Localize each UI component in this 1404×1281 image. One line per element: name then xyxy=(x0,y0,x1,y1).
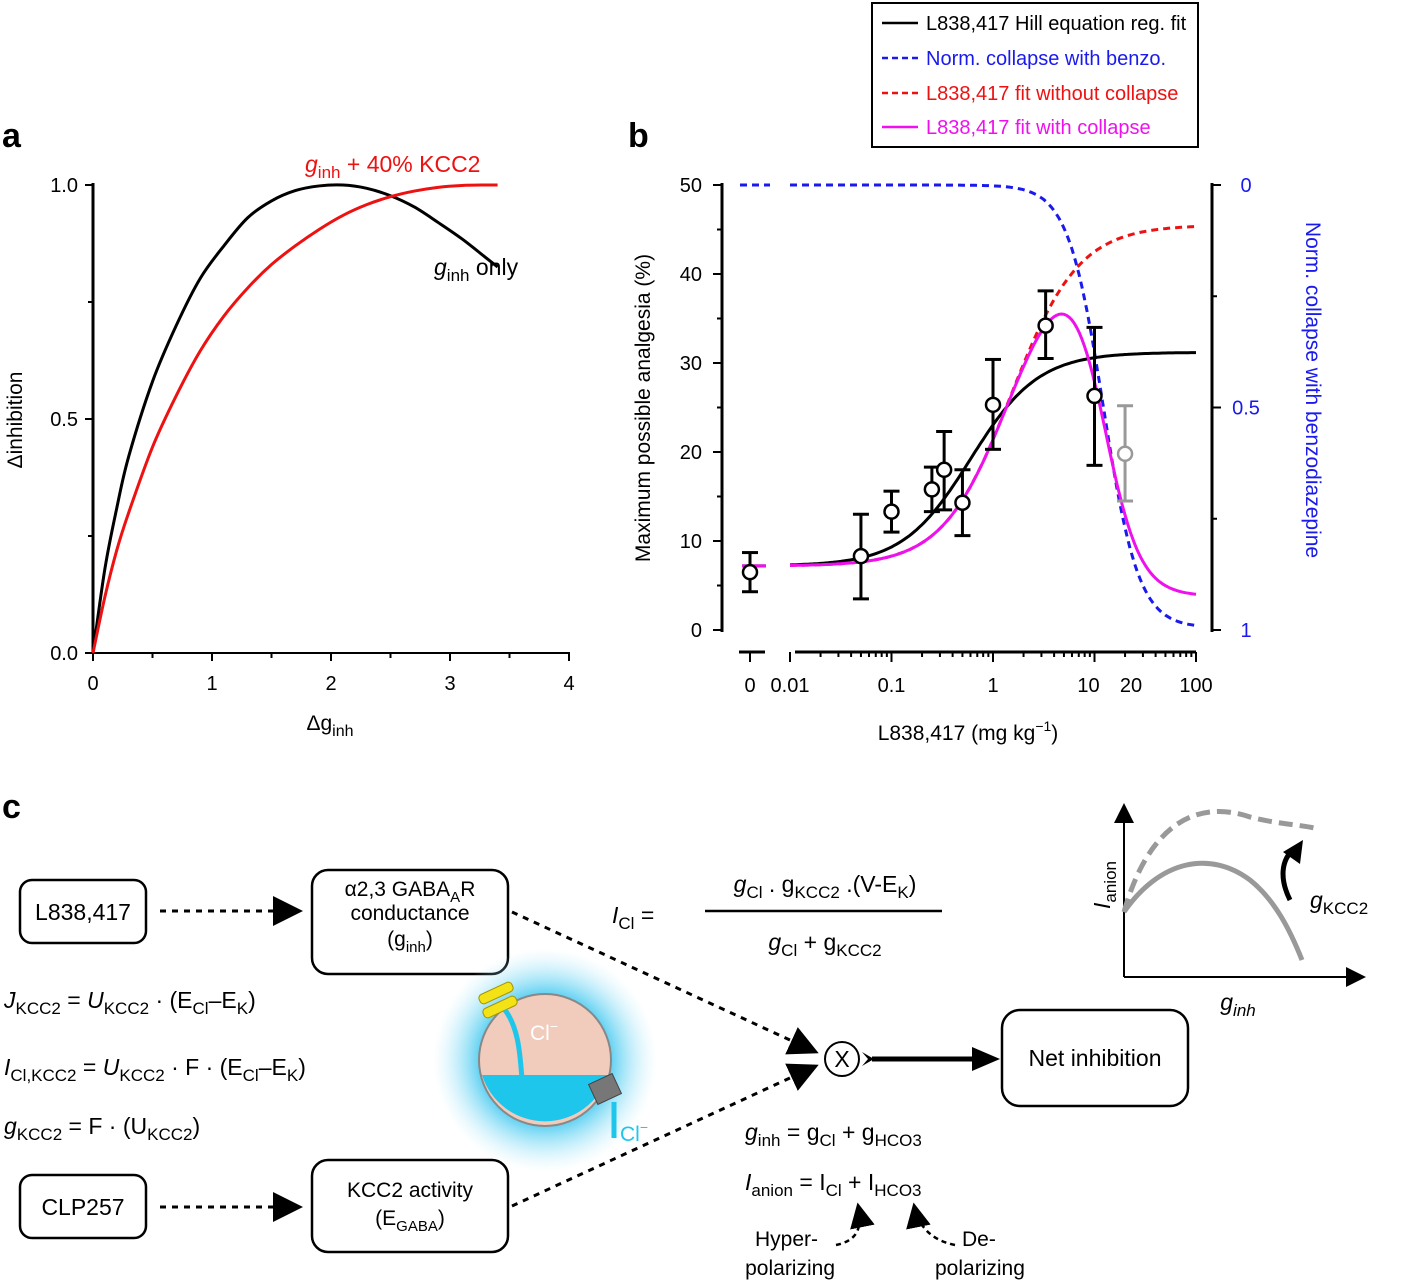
x-tick-label-3: 1 xyxy=(987,675,998,697)
eq-icl-kcc2: ICl,KCC2 = UKCC2 · F · (ECl–EK) xyxy=(4,1054,306,1085)
box-clp257-text: CLP257 xyxy=(41,1194,124,1220)
legend-label-with: L838,417 fit with collapse xyxy=(926,117,1151,139)
x-tick-label-5: 20 xyxy=(1120,675,1142,697)
inset-plot: Ianion ginh gKCC2 xyxy=(1089,805,1368,1020)
x-tick-label-0: 0 xyxy=(87,673,98,695)
inset-y-label: Ianion xyxy=(1089,861,1120,909)
data-point-7 xyxy=(1039,319,1053,333)
label-depol-1: De- xyxy=(962,1228,996,1251)
x-tick-label-3: 3 xyxy=(444,673,455,695)
right-tick-label-1: 0.5 xyxy=(1232,398,1260,420)
x-tick-label-1: 0.01 xyxy=(771,675,810,697)
panel-a-label: a xyxy=(2,117,22,155)
panel-a-x-ticks: 0 1 2 3 4 xyxy=(87,653,574,695)
cell-illustration: Cl− Cl− xyxy=(433,948,657,1172)
series-ginh-only-label: ginh only xyxy=(434,254,519,285)
data-point-0 xyxy=(743,565,757,579)
panel-b-points xyxy=(742,291,1133,599)
panel-b-x-label: L838,417 (mg kg−1) xyxy=(878,718,1059,745)
legend: L838,417 Hill equation reg. fit Norm. co… xyxy=(872,3,1198,147)
panel-c-label: c xyxy=(2,788,21,826)
x-tick-label-2: 2 xyxy=(325,673,336,695)
data-point-1 xyxy=(854,549,868,563)
right-tick-label-0: 0 xyxy=(1240,175,1251,197)
eq-ginh: ginh = gCl + gHCO3 xyxy=(745,1119,922,1150)
panel-c: c L838,417 α2,3 GABAAR conductance (ginh… xyxy=(2,788,1368,1280)
legend-label-hill: L838,417 Hill equation reg. fit xyxy=(926,13,1187,35)
box-net-inhibition-text: Net inhibition xyxy=(1029,1045,1162,1071)
x-tick-label-6: 100 xyxy=(1179,675,1212,697)
x-tick-label-4: 10 xyxy=(1077,675,1099,697)
label-depol-2: polarizing xyxy=(935,1257,1025,1280)
box-gaba-line2: conductance xyxy=(350,902,469,925)
data-point-3 xyxy=(925,482,939,496)
y-tick-label-0: 0 xyxy=(691,620,702,642)
y-tick-label-5: 50 xyxy=(680,175,702,197)
multiply-node-text: X xyxy=(834,1046,849,1072)
panel-b-y-label: Maximum possible analgesia (%) xyxy=(632,254,655,562)
box-kcc2-line1: KCC2 activity xyxy=(347,1179,474,1202)
panel-a: a 0 1 2 3 4 0.0 0.5 1.0 Δinhibition Δginh ginh… xyxy=(2,117,575,740)
x-tick-label-1: 1 xyxy=(206,673,217,695)
y-tick-label-1: 0.5 xyxy=(50,409,78,431)
arrow-net-head xyxy=(972,1047,1000,1071)
x-tick-label-2: 0.1 xyxy=(878,675,906,697)
eq-ianion: Ianion = ICl + IHCO3 xyxy=(745,1169,922,1200)
fit-with-collapse-curve xyxy=(790,314,1196,594)
legend-label-without: L838,417 fit without collapse xyxy=(926,83,1178,105)
data-point-4 xyxy=(937,463,951,477)
label-hyper-2: polarizing xyxy=(745,1257,835,1280)
figure: a 0 1 2 3 4 0.0 0.5 1.0 Δinhibition Δginh ginh… xyxy=(0,0,1404,1281)
inset-curve-baseline xyxy=(1124,863,1302,960)
panel-b: b L838,417 Hill equation reg. fit Norm. … xyxy=(628,3,1324,745)
chloride-label-out: Cl− xyxy=(620,1119,648,1146)
arrow-depolarizing xyxy=(914,1205,955,1245)
y-tick-label-3: 30 xyxy=(680,353,702,375)
series-ginh-kcc2-label: ginh + 40% KCC2 xyxy=(305,151,480,182)
y-tick-label-1: 10 xyxy=(680,531,702,553)
panel-a-y-label: Δinhibition xyxy=(4,372,27,469)
panel-b-x-ticks: 0 0.01 0.1 1 10 20 100 xyxy=(744,652,1212,697)
panel-b-y-ticks: 0 10 20 30 40 50 xyxy=(680,175,722,642)
panel-a-y-ticks: 0.0 0.5 1.0 xyxy=(50,175,93,665)
x-tick-label-0: 0 xyxy=(744,675,755,697)
panel-a-x-label: Δginh xyxy=(306,712,353,740)
data-point-8 xyxy=(1088,389,1102,403)
eq-icl-numerator: gCl . gKCC2 .(V-EK) xyxy=(734,871,917,902)
inset-x-label: ginh xyxy=(1220,989,1255,1020)
data-point-5 xyxy=(955,496,969,510)
legend-label-collapse: Norm. collapse with benzo. xyxy=(926,48,1166,70)
right-tick-label-2: 1 xyxy=(1240,620,1251,642)
y-tick-label-4: 40 xyxy=(680,264,702,286)
x-tick-label-4: 4 xyxy=(563,673,574,695)
box-l838-text: L838,417 xyxy=(35,899,131,925)
panel-b-label: b xyxy=(628,117,649,155)
y-tick-label-0: 0.0 xyxy=(50,643,78,665)
box-kcc2 xyxy=(312,1160,508,1252)
panel-b-right-label: Norm. collapse with benzodiazepine xyxy=(1301,222,1324,558)
eq-jkcc2: JKCC2 = UKCC2 · (ECl–EK) xyxy=(3,987,256,1018)
eq-gkcc2: gKCC2 = F · (UKCC2) xyxy=(4,1113,200,1144)
y-tick-label-2: 20 xyxy=(680,442,702,464)
inset-arrow-label: gKCC2 xyxy=(1310,887,1368,918)
panel-b-right-ticks: 00.51 xyxy=(1212,175,1260,642)
eq-icl-denominator: gCl + gKCC2 xyxy=(768,929,881,960)
data-point-9 xyxy=(1118,447,1132,461)
data-point-2 xyxy=(885,505,899,519)
arrow-hyperpolarizing xyxy=(836,1205,860,1245)
eq-icl-lhs: ICl = xyxy=(612,902,654,933)
data-point-6 xyxy=(986,398,1000,412)
y-tick-label-2: 1.0 xyxy=(50,175,78,197)
label-hyper-1: Hyper- xyxy=(755,1228,818,1251)
